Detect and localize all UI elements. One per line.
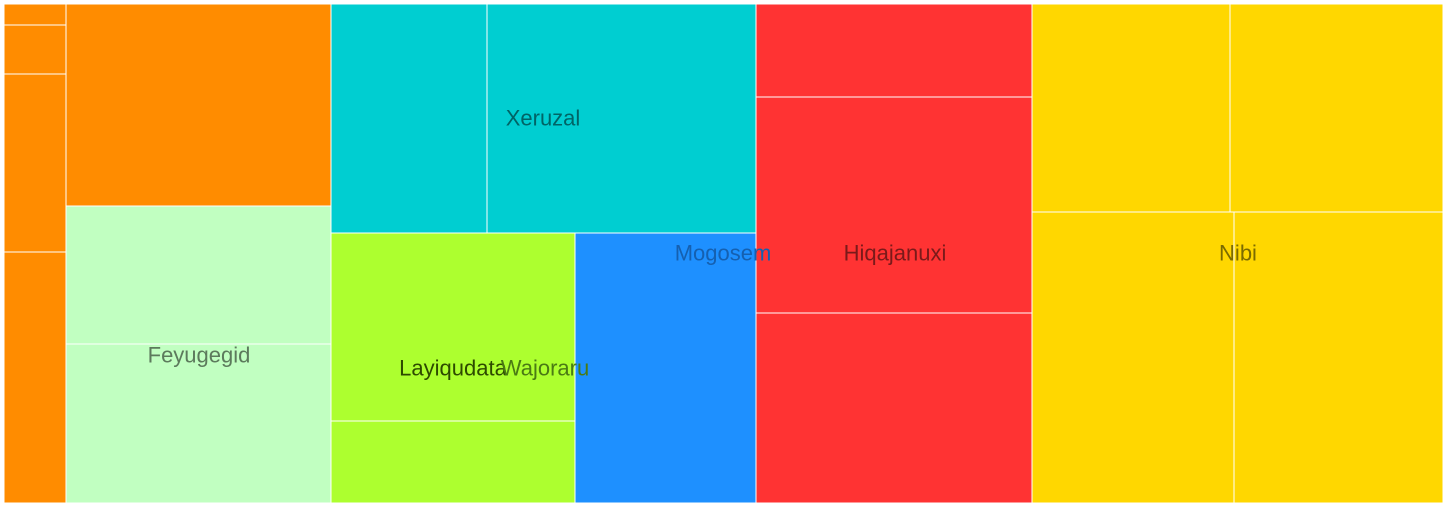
treemap-label-layiqudata: Layiqudata — [399, 356, 507, 381]
treemap-tiles — [3, 3, 1444, 504]
treemap-tile-nibi-1[interactable] — [1031, 3, 1231, 213]
treemap-label-xeruzal: Xeruzal — [506, 106, 581, 131]
treemap-label-nibi: Nibi — [1219, 241, 1257, 266]
treemap-tile-nibi-3[interactable] — [1031, 211, 1235, 504]
treemap-tile-xeruzal-2[interactable] — [486, 3, 757, 234]
treemap-tile-unlabeled-1[interactable] — [3, 3, 67, 26]
treemap-tile-mogosem-1[interactable] — [574, 232, 757, 504]
treemap-tile-unlabeled-5[interactable] — [65, 3, 332, 207]
treemap-label-feyugegid: Feyugegid — [148, 343, 251, 368]
treemap-tile-unlabeled-3[interactable] — [3, 73, 67, 253]
treemap-tile-nibi-4[interactable] — [1233, 211, 1444, 504]
treemap-label-mogosem: Mogosem — [675, 241, 772, 266]
treemap-label-hiqajanuxi: Hiqajanuxi — [844, 241, 947, 266]
treemap-tile-hiqajanuxi-1[interactable] — [755, 3, 1033, 98]
treemap-label-wajoraru: Wajoraru — [501, 356, 589, 381]
treemap-tile-unlabeled-4[interactable] — [3, 251, 67, 504]
treemap-tile-layiqudata-2[interactable] — [330, 420, 576, 504]
treemap-tile-hiqajanuxi-3[interactable] — [755, 312, 1033, 504]
treemap-tile-hiqajanuxi-2[interactable] — [755, 96, 1033, 314]
treemap-tile-unlabeled-2[interactable] — [3, 24, 67, 75]
treemap-tile-layiqudata-1[interactable] — [330, 232, 576, 422]
treemap-tile-feyugegid-2[interactable] — [65, 343, 332, 504]
treemap-tile-nibi-2[interactable] — [1229, 3, 1444, 213]
treemap-tile-xeruzal-1[interactable] — [330, 3, 488, 234]
treemap-tile-feyugegid-1[interactable] — [65, 205, 332, 345]
